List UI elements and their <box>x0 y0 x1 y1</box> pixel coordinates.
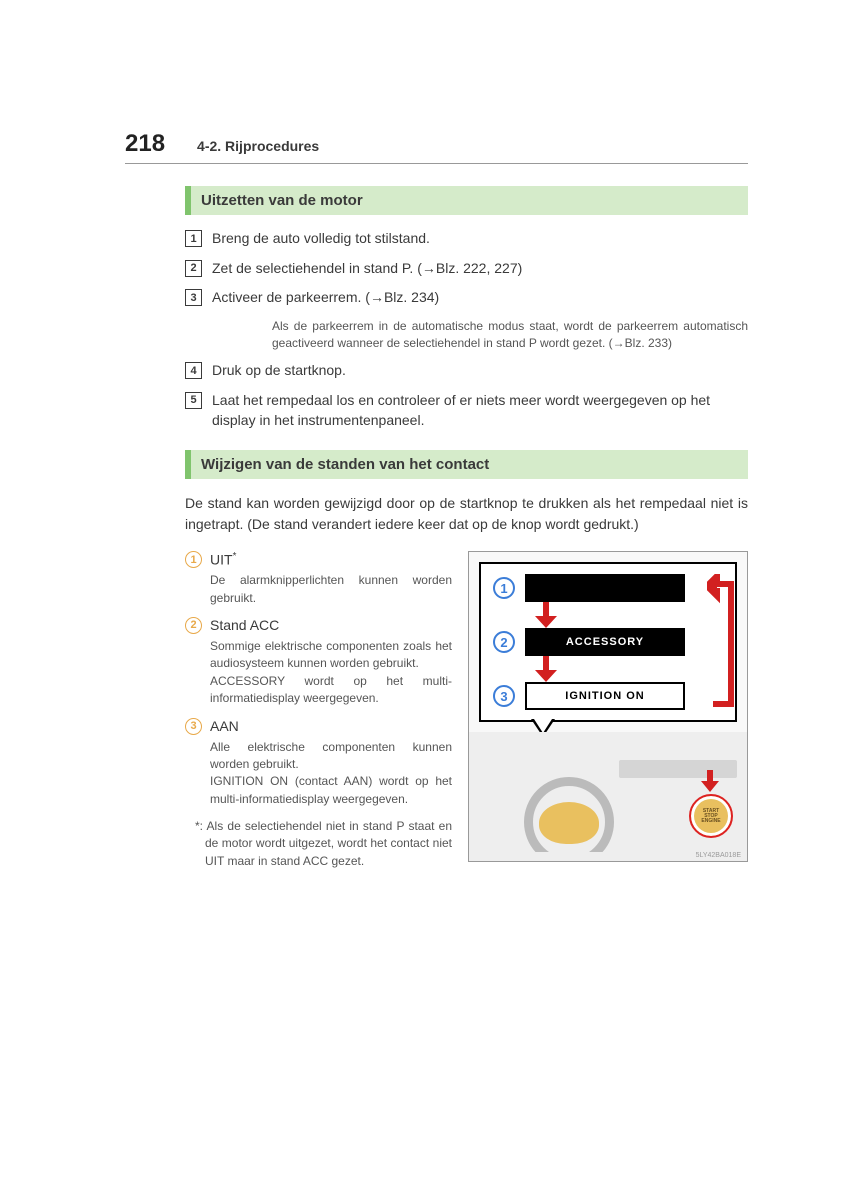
mode-item: 2 Stand ACC Sommige elektrische componen… <box>185 617 452 708</box>
mode-body: De alarmknipperlichten kunnen worden geb… <box>210 572 452 607</box>
step-list: 1 Breng de auto volledig tot stilstand. … <box>185 229 748 430</box>
step-subtext: Als de parkeerrem in de automatische mod… <box>272 318 748 352</box>
mode-number-circle: 3 <box>185 718 202 735</box>
step-item: 5 Laat het rempedaal los en controleer o… <box>185 391 748 430</box>
step-number-box: 3 <box>185 289 202 306</box>
step-number-box: 2 <box>185 260 202 277</box>
step-text: Druk op de startknop. <box>212 361 346 381</box>
mode-label: Stand ACC <box>210 617 279 633</box>
step-item: 3 Activeer de parkeerrem. (→Blz. 234) <box>185 288 748 308</box>
step-text: Breng de auto volledig tot stilstand. <box>212 229 430 249</box>
mode-body: Sommige elektrische componenten zoals he… <box>210 638 452 708</box>
page-header: 218 4-2. Rijprocedures <box>125 130 748 164</box>
loop-arrow-icon <box>707 574 737 714</box>
step-text: Laat het rempedaal los en controleer of … <box>212 391 748 430</box>
arrow-down-icon <box>535 602 723 628</box>
mode-item: 1 UIT* De alarmknipperlichten kunnen wor… <box>185 551 452 607</box>
arrow-down-icon <box>535 656 723 682</box>
ignition-diagram: 1 2 ACCESSORY 3 IGNITION ON <box>468 551 748 862</box>
mode-label: UIT* <box>210 551 236 568</box>
mode-number-circle: 1 <box>185 551 202 568</box>
mode-item: 3 AAN Alle elektrische componenten kunne… <box>185 718 452 809</box>
steering-wheel-hub <box>539 802 599 844</box>
mode-number-circle: 2 <box>185 617 202 634</box>
breadcrumb: 4-2. Rijprocedures <box>197 138 319 154</box>
page-number: 218 <box>125 130 165 158</box>
display-accessory: ACCESSORY <box>525 628 685 656</box>
section-title-1: Uitzetten van de motor <box>185 186 748 215</box>
callout-number-3: 3 <box>493 685 515 707</box>
left-column: 1 UIT* De alarmknipperlichten kunnen wor… <box>185 551 452 870</box>
step-number-box: 1 <box>185 230 202 247</box>
dashboard-illustration: STARTSTOPENGINE <box>469 732 747 852</box>
step-number-box: 5 <box>185 392 202 409</box>
callout-number-1: 1 <box>493 577 515 599</box>
step-item: 1 Breng de auto volledig tot stilstand. <box>185 229 748 249</box>
dash-trim <box>619 760 737 778</box>
callout-number-2: 2 <box>493 631 515 653</box>
step-item: 2 Zet de selectiehendel in stand P. (→Bl… <box>185 259 748 279</box>
section-title-2: Wijzigen van de standen van het contact <box>185 450 748 479</box>
section-intro: De stand kan worden gewijzigd door op de… <box>185 493 748 535</box>
two-column-layout: 1 UIT* De alarmknipperlichten kunnen wor… <box>185 551 748 870</box>
footnote: *: Als de selectiehendel niet in stand P… <box>195 818 452 870</box>
step-text: Activeer de parkeerrem. (→Blz. 234) <box>212 288 439 308</box>
display-ignition-on: IGNITION ON <box>525 682 685 710</box>
display-off <box>525 574 685 602</box>
right-column: 1 2 ACCESSORY 3 IGNITION ON <box>468 551 748 870</box>
step-item: 4 Druk op de startknop. <box>185 361 748 381</box>
step-text: Zet de selectiehendel in stand P. (→Blz.… <box>212 259 522 279</box>
mode-label: AAN <box>210 718 239 734</box>
callout-tail-inner <box>534 719 552 733</box>
start-button-label: STARTSTOPENGINE <box>701 809 720 824</box>
step-number-box: 4 <box>185 362 202 379</box>
mode-body: Alle elektrische componenten kunnen word… <box>210 739 452 809</box>
arrow-down-icon <box>701 770 719 792</box>
image-code: 5LY42BA018E <box>469 852 747 861</box>
start-stop-button-icon: STARTSTOPENGINE <box>689 794 733 838</box>
callout-panel: 1 2 ACCESSORY 3 IGNITION ON <box>479 562 737 722</box>
